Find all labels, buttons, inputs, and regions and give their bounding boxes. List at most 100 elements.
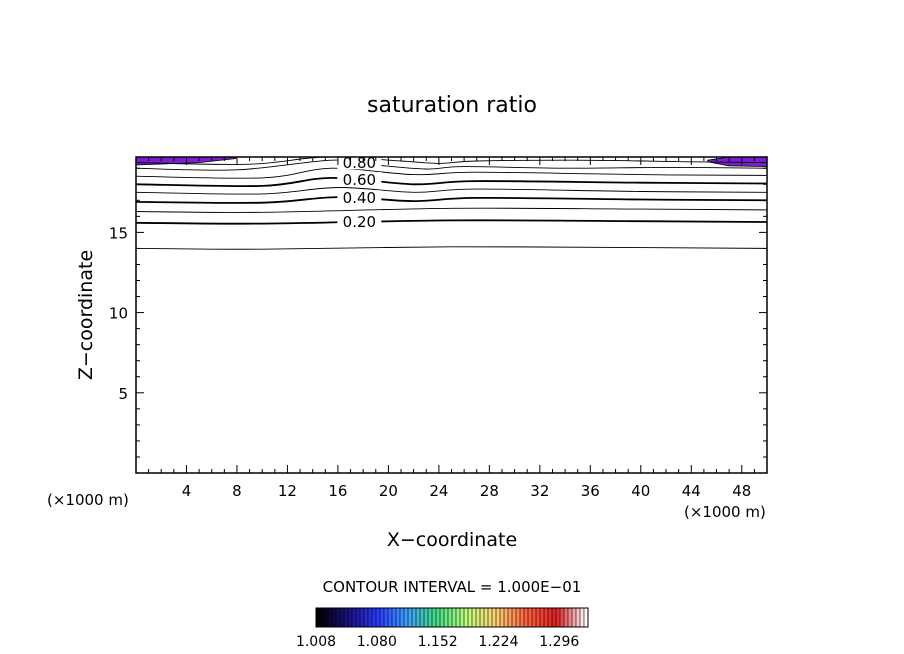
x-tick-label-40: 40 bbox=[631, 482, 650, 500]
colorbar-swatch bbox=[500, 608, 505, 627]
colorbar-swatch bbox=[564, 608, 569, 627]
x-tick-label-16: 16 bbox=[328, 482, 347, 500]
colorbar-tick-1.008: 1.008 bbox=[296, 634, 336, 650]
contour-label-0.20: 0.20 bbox=[343, 213, 376, 231]
colorbar-swatch bbox=[384, 608, 389, 627]
colorbar-swatch bbox=[520, 608, 525, 627]
colorbar-swatch bbox=[368, 608, 373, 627]
colorbar-swatch bbox=[572, 608, 577, 627]
x-axis-ticks: 4 8 12 16 20 24 28 32 36 40 44 48 bbox=[148, 157, 755, 500]
colorbar-swatch bbox=[584, 608, 589, 627]
colorbar-swatch bbox=[436, 608, 441, 627]
colorbar-tick-1.080: 1.080 bbox=[357, 634, 397, 650]
x-unit-left: (×1000 m) bbox=[47, 491, 129, 509]
colorbar-swatch bbox=[516, 608, 521, 627]
colorbar-swatch bbox=[496, 608, 501, 627]
colorbar-swatch bbox=[392, 608, 397, 627]
colorbar bbox=[315, 608, 589, 627]
contour-label-bg bbox=[337, 155, 382, 170]
colorbar-swatch bbox=[388, 608, 393, 627]
colorbar-swatch bbox=[448, 608, 453, 627]
colorbar-swatch bbox=[576, 608, 581, 627]
x-tick-label-12: 12 bbox=[278, 482, 297, 500]
colorbar-swatch bbox=[424, 608, 429, 627]
colorbar-swatch bbox=[348, 608, 353, 627]
contour-label-0.60: 0.60 bbox=[343, 171, 376, 189]
colorbar-swatch bbox=[484, 608, 489, 627]
colorbar-swatch bbox=[580, 608, 585, 627]
colorbar-swatch bbox=[456, 608, 461, 627]
contour-line-0.7 bbox=[135, 167, 768, 179]
colorbar-swatch bbox=[380, 608, 385, 627]
colorbar-swatch bbox=[452, 608, 457, 627]
colorbar-swatch bbox=[328, 608, 333, 627]
colorbar-swatch bbox=[560, 608, 565, 627]
contour-line-0.6 bbox=[135, 176, 768, 188]
colorbar-swatch bbox=[428, 608, 433, 627]
x-unit-right: (×1000 m) bbox=[684, 503, 766, 521]
colorbar-swatch bbox=[536, 608, 541, 627]
y-tick-label-15: 15 bbox=[109, 224, 128, 242]
x-tick-label-36: 36 bbox=[581, 482, 600, 500]
colorbar-swatch bbox=[548, 608, 553, 627]
x-tick-label-8: 8 bbox=[232, 482, 242, 500]
colorbar-swatch bbox=[524, 608, 529, 627]
colorbar-tick-1.224: 1.224 bbox=[478, 634, 518, 650]
contour-line-0.8 bbox=[135, 159, 768, 171]
contour-label-bg bbox=[337, 172, 382, 187]
colorbar-swatch bbox=[556, 608, 561, 627]
x-tick-label-24: 24 bbox=[429, 482, 448, 500]
colorbar-frame bbox=[315, 607, 589, 628]
colorbar-swatch bbox=[372, 608, 377, 627]
x-tick-label-48: 48 bbox=[732, 482, 751, 500]
colorbar-swatch bbox=[460, 608, 465, 627]
contour-labels: 0.200.400.600.80 bbox=[337, 154, 382, 231]
colorbar-swatch bbox=[332, 608, 337, 627]
colorbar-swatch bbox=[544, 608, 549, 627]
colorbar-swatch bbox=[356, 608, 361, 627]
colorbar-swatch bbox=[440, 608, 445, 627]
x-tick-label-32: 32 bbox=[530, 482, 549, 500]
colorbar-swatch bbox=[512, 608, 517, 627]
colorbar-swatch bbox=[364, 608, 369, 627]
colorbar-swatch bbox=[360, 608, 365, 627]
x-tick-label-20: 20 bbox=[379, 482, 398, 500]
colorbar-swatch bbox=[504, 608, 509, 627]
contour-line-0.4 bbox=[135, 196, 768, 204]
colorbar-swatch bbox=[404, 608, 409, 627]
colorbar-swatch bbox=[508, 608, 513, 627]
colorbar-swatch bbox=[552, 608, 557, 627]
colorbar-swatch bbox=[528, 608, 533, 627]
colorbar-swatch bbox=[320, 608, 325, 627]
contour-line-0.2 bbox=[135, 219, 768, 225]
colorbar-swatch bbox=[396, 608, 401, 627]
colorbar-swatch bbox=[432, 608, 437, 627]
colorbar-swatch bbox=[480, 608, 485, 627]
contour-label-0.40: 0.40 bbox=[343, 189, 376, 207]
colorbar-tick-1.152: 1.152 bbox=[418, 634, 458, 650]
y-axis-ticks: 5 10 15 bbox=[109, 167, 767, 458]
colorbar-swatch bbox=[324, 608, 329, 627]
x-tick-label-44: 44 bbox=[682, 482, 701, 500]
colorbar-swatch bbox=[416, 608, 421, 627]
x-tick-label-28: 28 bbox=[480, 482, 499, 500]
x-axis-label: X−coordinate bbox=[387, 529, 517, 551]
colorbar-swatch bbox=[492, 608, 497, 627]
contour-line-0.5 bbox=[135, 187, 768, 195]
x-tick-label-4: 4 bbox=[182, 482, 192, 500]
colorbar-swatch bbox=[336, 608, 341, 627]
colorbar-swatch bbox=[420, 608, 425, 627]
colorbar-swatch bbox=[540, 608, 545, 627]
colorbar-swatch bbox=[344, 608, 349, 627]
colorbar-swatch bbox=[376, 608, 381, 627]
colorbar-swatch bbox=[400, 608, 405, 627]
chart-title: saturation ratio bbox=[367, 93, 537, 118]
colorbar-swatch bbox=[476, 608, 481, 627]
y-tick-label-5: 5 bbox=[118, 385, 128, 403]
colorbar-swatch bbox=[352, 608, 357, 627]
colorbar-swatch bbox=[532, 608, 537, 627]
plot-frame bbox=[135, 156, 768, 474]
colorbar-swatch bbox=[444, 608, 449, 627]
contour-line-0.1 bbox=[135, 246, 768, 250]
